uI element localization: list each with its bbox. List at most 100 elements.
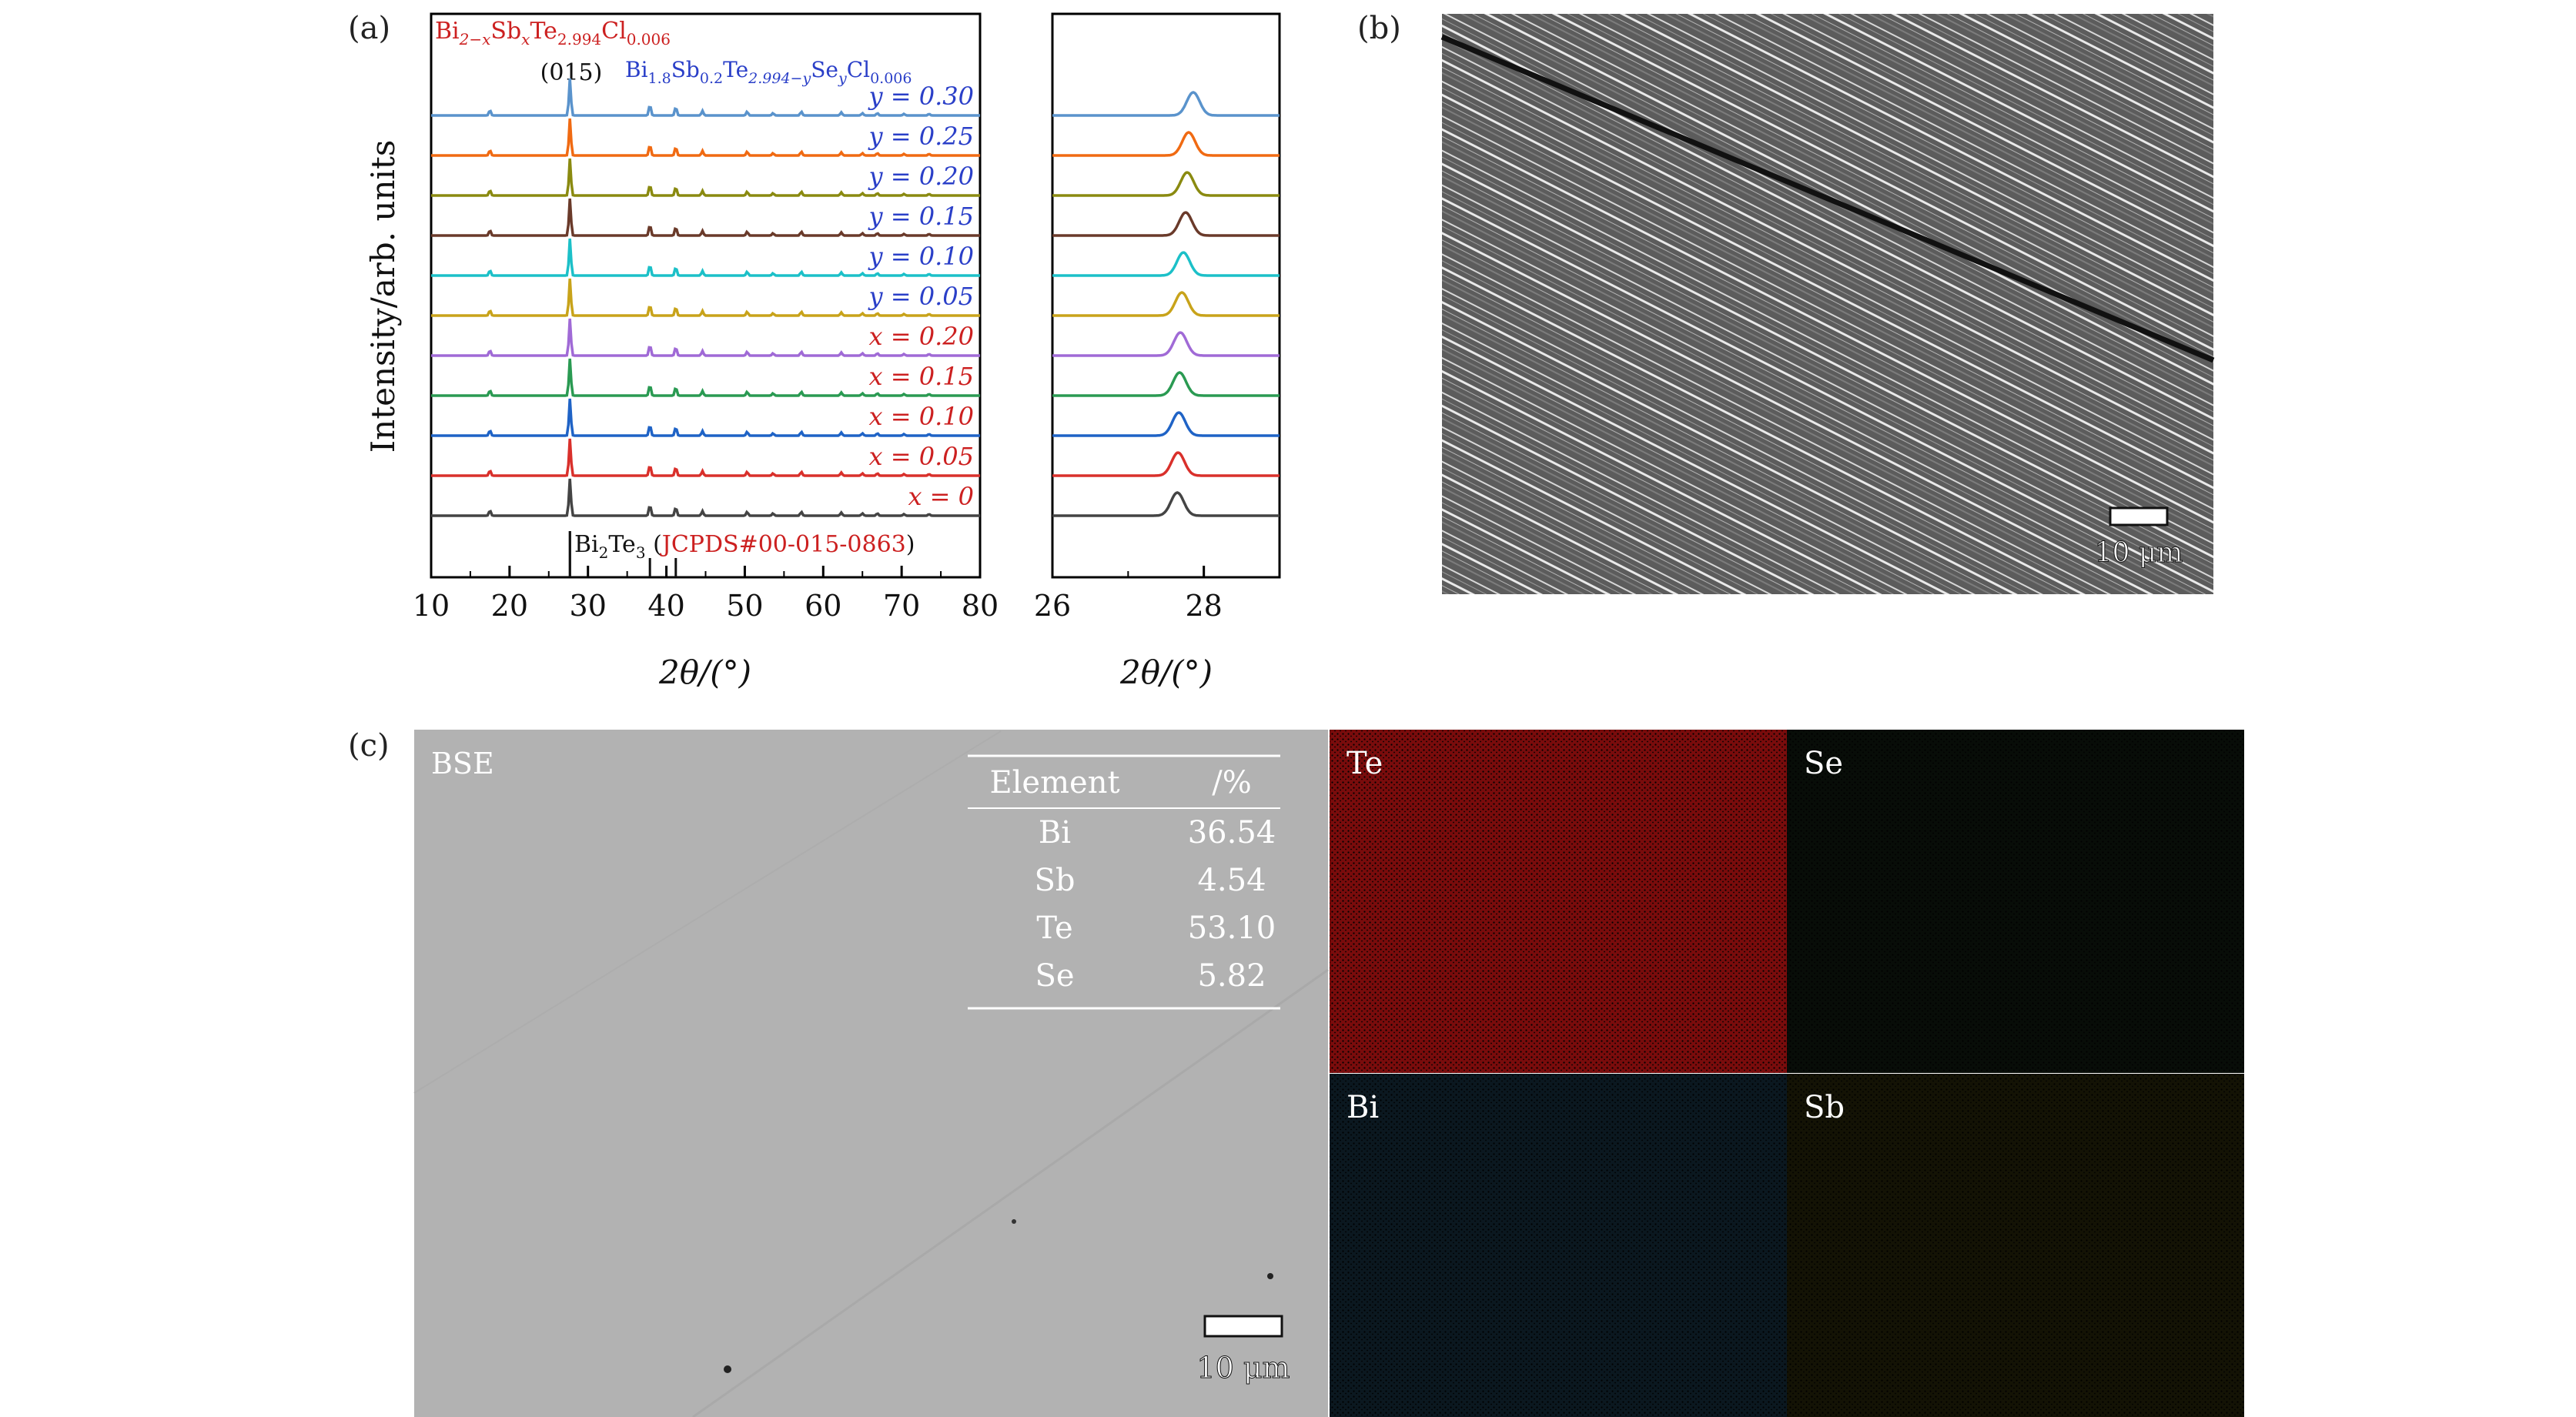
tick-label: 70	[883, 589, 920, 623]
xrd-zoom-trace	[1052, 411, 1280, 437]
plot-frame-zoom	[1051, 12, 1281, 579]
series-label: x = 0.20	[869, 322, 974, 351]
axis-ticks: 10 20 30 40 50 60 70 80 26 28	[413, 566, 1280, 623]
reference-label: Bi2Te3 (JCPDS#00-015-0863)	[574, 531, 915, 562]
reference-lines	[568, 531, 677, 577]
series-label: x = 0.10	[869, 402, 974, 431]
xrd-zoom-trace	[1052, 491, 1280, 517]
series-label: y = 0.10	[868, 242, 974, 271]
series-label: y = 0.25	[868, 122, 974, 151]
panel-a-label: (a)	[348, 11, 390, 46]
bse-pore	[1012, 1219, 1016, 1224]
bse-scratch	[413, 730, 1002, 1094]
series-label: y = 0.20	[868, 162, 974, 191]
sem-scalebar	[2109, 506, 2169, 526]
series-y-title: Bi1.8Sb0.2Te2.994−ySeyCl0.006	[625, 57, 912, 87]
series-label: y = 0.30	[868, 82, 974, 111]
tick-label: 20	[491, 589, 528, 623]
xrd-trace	[431, 78, 980, 117]
sem-image	[1442, 14, 2213, 594]
eds-maps: Te Se Bi Sb	[1330, 730, 2244, 1417]
tick-label: 26	[1034, 589, 1071, 623]
xrd-zoom-trace	[1052, 451, 1280, 477]
table-head-element: Element	[989, 765, 1119, 800]
x-axis-label-full: 2θ/(°)	[658, 653, 751, 691]
xrd-zoom-trace	[1052, 131, 1280, 157]
xrd-trace	[431, 358, 980, 397]
eds-map-bi: Bi	[1330, 1074, 1787, 1417]
xrd-trace	[431, 278, 980, 317]
composition-table: Element /% Bi 36.54 Sb 4.54 Te 53.10 Se 5.82	[968, 754, 1280, 1010]
series-label: y = 0.05	[868, 282, 974, 311]
table-cell-element: Bi	[1039, 815, 1071, 851]
eds-map-te: Te	[1330, 730, 1787, 1073]
eds-map-signal	[1330, 730, 1787, 1073]
xrd-trace	[431, 478, 980, 517]
xrd-trace	[431, 238, 980, 277]
eds-map-se: Se	[1787, 730, 2244, 1073]
table-cell-value: 5.82	[1197, 958, 1266, 994]
tick-label: 40	[647, 589, 684, 623]
xrd-trace	[431, 198, 980, 237]
x-axis-label-zoom: 2θ/(°)	[1119, 653, 1213, 691]
series-label: x = 0.05	[869, 442, 974, 471]
tick-label: 80	[962, 589, 999, 623]
xrd-zoom-trace	[1052, 211, 1280, 237]
xrd-trace	[431, 438, 980, 477]
xrd-zoom-trace	[1052, 371, 1280, 397]
table-cell-element: Se	[1035, 958, 1074, 994]
table-cell-value: 4.54	[1197, 863, 1266, 898]
panel-c-label: (c)	[348, 728, 390, 764]
traces-full-range	[431, 78, 980, 517]
traces-zoom	[1052, 91, 1280, 517]
xrd-zoom-trace	[1052, 291, 1280, 317]
xrd-trace	[431, 158, 980, 197]
table-cell-element: Te	[1036, 911, 1072, 946]
tick-label: 10	[413, 589, 450, 623]
panel-b: (b) 10 μm	[1357, 11, 2215, 594]
table-head-percent: /%	[1212, 765, 1251, 800]
eds-map-signal	[1787, 1074, 2244, 1417]
bse-pore	[724, 1365, 731, 1373]
xrd-zoom-trace	[1052, 331, 1280, 357]
series-x-title: Bi2−xSbxTe2.994Cl0.006	[435, 18, 671, 48]
xrd-trace	[431, 118, 980, 157]
series-label: x = 0	[908, 482, 974, 511]
panel-b-label: (b)	[1357, 11, 1401, 46]
sem-scalebar-label: 10 μm	[2095, 537, 2183, 569]
tick-label: 28	[1185, 589, 1222, 623]
table-body: Bi 36.54 Sb 4.54 Te 53.10 Se 5.82	[1034, 815, 1276, 994]
xrd-trace	[431, 398, 980, 437]
tick-label: 50	[726, 589, 763, 623]
xrd-zoom-trace	[1052, 91, 1280, 117]
eds-map-label: Bi	[1347, 1090, 1379, 1125]
table-cell-value: 53.10	[1188, 911, 1276, 946]
panel-a: (a) Intensity/arb. units Bi2−xSbxTe2.994…	[348, 11, 1281, 691]
eds-map-signal	[1330, 1074, 1787, 1417]
bse-pore	[1267, 1273, 1273, 1279]
tick-label: 60	[805, 589, 841, 623]
bse-scratch	[692, 968, 1329, 1417]
xrd-zoom-trace	[1052, 171, 1280, 197]
bse-label: BSE	[431, 747, 494, 780]
eds-map-sb: Sb	[1787, 1074, 2244, 1417]
xrd-trace	[431, 318, 980, 357]
eds-map-label: Te	[1347, 746, 1383, 781]
series-labels: x = 0 x = 0.05 x = 0.10 x = 0.15 x = 0.20 y =…	[868, 82, 974, 511]
table-cell-value: 36.54	[1188, 815, 1276, 851]
y-axis-label: Intensity/arb. units	[364, 140, 402, 453]
bse-scalebar	[1203, 1315, 1283, 1338]
eds-map-label: Se	[1804, 746, 1843, 781]
sem-crack	[1440, 34, 2215, 363]
series-label: x = 0.15	[869, 362, 974, 391]
bse-scalebar-label: 10 μm	[1196, 1351, 1290, 1385]
xrd-zoom-trace	[1052, 251, 1280, 277]
panel-c: (c) BSE Element /% Bi 36.54 Sb 4.54 Te 53.10 S…	[348, 728, 2244, 1417]
series-label: y = 0.15	[868, 202, 974, 231]
bse-image	[414, 730, 1328, 1417]
table-cell-element: Sb	[1034, 863, 1075, 898]
tick-label: 30	[570, 589, 607, 623]
eds-map-label: Sb	[1804, 1090, 1845, 1125]
eds-map-signal	[1787, 730, 2244, 1073]
